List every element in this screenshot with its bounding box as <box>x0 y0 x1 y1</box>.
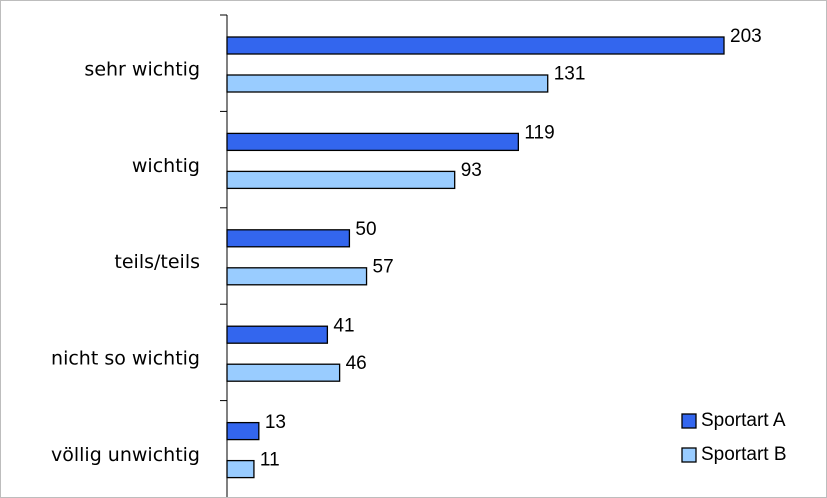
value-label: 119 <box>524 123 554 144</box>
bar-sportart-a <box>226 132 519 152</box>
value-label: 11 <box>260 449 280 470</box>
legend-label: Sportart A <box>701 410 786 431</box>
category-label: sehr wichtig <box>84 58 200 80</box>
bar-sportart-a <box>226 325 329 344</box>
value-label: 50 <box>355 219 376 240</box>
bar-sportart-b <box>226 459 255 479</box>
legend-label: Sportart B <box>701 444 787 465</box>
bar-sportart-b <box>226 74 549 93</box>
bar-sportart-b <box>226 267 368 286</box>
bar-sportart-b <box>226 170 456 190</box>
category-label: nicht so wichtig <box>51 348 200 370</box>
legend-swatch-sportart-a <box>681 413 697 429</box>
value-label: 13 <box>265 412 286 433</box>
category-label: völlig unwichtig <box>51 444 200 466</box>
legend-swatch-sportart-b <box>681 447 697 463</box>
value-label: 41 <box>333 315 354 336</box>
value-label: 93 <box>461 160 482 181</box>
category-label: wichtig <box>132 155 200 177</box>
category-label: teils/teils <box>114 251 200 273</box>
value-label: 203 <box>730 26 762 47</box>
bar-sportart-a <box>226 36 725 55</box>
bar-sportart-a <box>226 229 351 248</box>
value-label: 131 <box>554 64 586 85</box>
value-label: 57 <box>373 256 394 277</box>
value-label: 46 <box>346 353 367 374</box>
bar-sportart-b <box>226 363 341 382</box>
bar-sportart-a <box>226 421 260 441</box>
